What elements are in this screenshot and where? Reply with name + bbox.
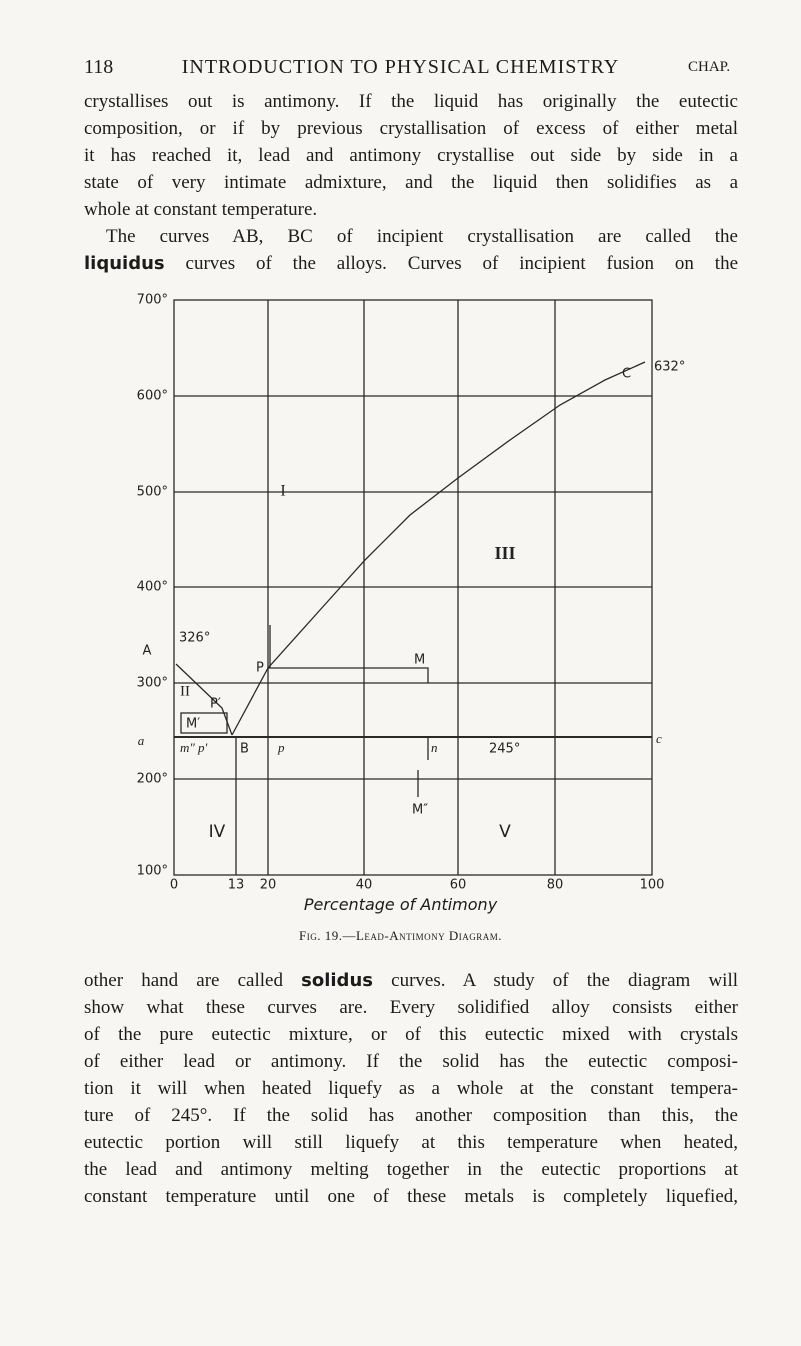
- text-line: liquidus curves of the alloys. Curves of…: [84, 252, 738, 276]
- y-label: 700°: [137, 293, 168, 308]
- line-m: [268, 667, 429, 683]
- label: I: [280, 483, 285, 500]
- text-line: tion it will when heated liquefy as a wh…: [84, 1078, 738, 1099]
- text-line: state of very intimate admixture, and th…: [84, 172, 738, 193]
- label: M: [414, 653, 425, 668]
- page-number: 118: [84, 56, 114, 78]
- label: p: [277, 740, 285, 755]
- text: curves of the alloys. Curves of incipien…: [185, 253, 739, 274]
- label: IV: [209, 822, 226, 842]
- label: a: [138, 733, 145, 748]
- text-line: composition, or if by previous crystalli…: [84, 118, 738, 139]
- y-label: 300°: [137, 676, 168, 691]
- label: II: [180, 683, 190, 699]
- y-label: 200°: [137, 772, 168, 787]
- label: V: [499, 822, 511, 842]
- text-line: of either lead or antimony. If the solid…: [84, 1051, 738, 1072]
- box: [180, 712, 228, 734]
- x-label: 60: [450, 878, 467, 893]
- label: B: [240, 742, 249, 757]
- label: P: [256, 661, 264, 676]
- running-title: INTRODUCTION TO PHYSICAL CHEMISTRY: [181, 56, 620, 78]
- text-line: show what these curves are. Every solidi…: [84, 997, 738, 1018]
- axis-title: Percentage of Antimony: [303, 895, 498, 914]
- label: C: [622, 367, 631, 382]
- text-line: eutectic portion will still liquefy at t…: [84, 1132, 738, 1153]
- y-label: 600°: [137, 389, 168, 404]
- label: M″: [412, 803, 428, 818]
- label: c: [656, 731, 662, 746]
- label: P′: [210, 697, 221, 712]
- x-label: 0: [170, 878, 178, 893]
- label: 245°: [489, 742, 520, 757]
- curve-ab: [175, 663, 233, 736]
- y-label: 500°: [137, 485, 168, 500]
- label: 326°: [179, 631, 210, 646]
- label: M′: [186, 717, 200, 732]
- text-line: ture of 245°. If the solid has another c…: [84, 1105, 738, 1126]
- y-label: 400°: [137, 580, 168, 595]
- chapter-label: CHAP.: [688, 59, 731, 75]
- label: n: [431, 740, 438, 755]
- text-line: The curves AB, BC of incipient crystalli…: [106, 226, 738, 247]
- term: solidus: [301, 970, 373, 991]
- label: m″ p′: [180, 740, 208, 755]
- text-line: the lead and antimony melting together i…: [84, 1159, 738, 1180]
- label: III: [494, 543, 515, 563]
- text-line: whole at constant temperature.: [84, 199, 318, 220]
- text: other hand are called: [84, 970, 283, 991]
- label: 632°: [654, 360, 685, 375]
- text-line: of the pure eutectic mixture, or of this…: [84, 1024, 738, 1045]
- caption: Fig. 19.—Lead-Antimony Diagram.: [298, 928, 502, 943]
- term: liquidus: [84, 253, 165, 274]
- x-label: 40: [356, 878, 373, 893]
- text: curves. A study of the diagram will: [391, 970, 739, 991]
- y-label: 100°: [137, 864, 168, 879]
- x-label: 80: [547, 878, 564, 893]
- curve-bc: [231, 361, 646, 736]
- x-label: 13: [228, 878, 245, 893]
- x-label: 20: [260, 878, 277, 893]
- text-line: constant temperature until one of these …: [84, 1186, 738, 1207]
- x-label: 100: [640, 878, 665, 893]
- text-line: crystallises out is antimony. If the liq…: [84, 91, 738, 112]
- label: A: [143, 644, 152, 659]
- text-line: other hand are called solidus curves. A …: [84, 969, 738, 993]
- text-line: it has reached it, lead and antimony cry…: [84, 145, 738, 166]
